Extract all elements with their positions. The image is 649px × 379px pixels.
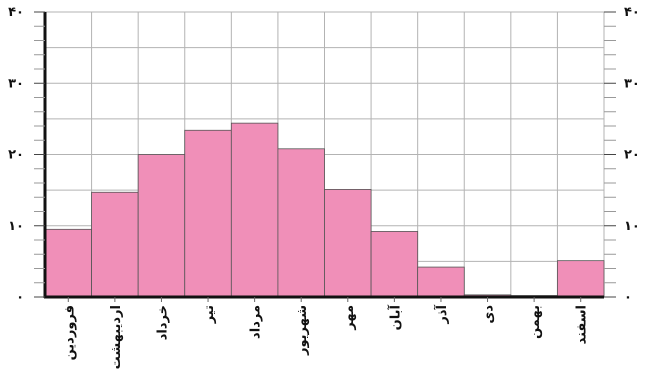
month-label: آبان: [386, 304, 403, 330]
month-label: تیر: [202, 305, 217, 324]
y-tick-label-left: ۱۰: [8, 219, 24, 234]
month-label: اسفند: [575, 305, 590, 344]
y-tick-label-right: ۱۰: [624, 219, 640, 234]
month-label: بهمن: [528, 305, 543, 339]
month-label: خرداد: [155, 305, 170, 340]
bar: [370, 231, 419, 298]
month-label: مهر: [342, 305, 357, 331]
month-label: اردیبهشت: [109, 305, 124, 369]
month-label: فروردین: [62, 305, 77, 360]
y-tick-label-left: ۰: [16, 290, 24, 305]
bar: [417, 266, 465, 298]
y-tick-label-right: ۴۰: [624, 5, 640, 20]
month-label: دی: [482, 305, 497, 324]
y-tick-label-left: ۲۰: [8, 148, 24, 163]
axis-layer: [34, 11, 616, 302]
bars-layer: [44, 122, 605, 298]
labels-layer: ۰ ۰ ۱۰ ۱۰ ۲۰ ۲۰ ۳۰ ۳۰ ۴۰ ۴۰ فروردین اردیبهشت خرداد تی…: [8, 5, 640, 369]
bar: [277, 148, 325, 298]
month-label: شهریور: [295, 305, 310, 356]
bar: [184, 129, 232, 298]
y-tick-label-left: ۴۰: [8, 5, 24, 20]
y-tick-label-right: ۰: [624, 290, 632, 305]
y-tick-label-left: ۳۰: [8, 76, 24, 91]
month-label: مرداد: [249, 305, 264, 339]
bar: [44, 228, 92, 298]
y-tick-label-right: ۲۰: [624, 148, 640, 163]
y-tick-label-right: ۳۰: [624, 76, 640, 91]
bar: [137, 154, 186, 298]
bar: [557, 260, 605, 298]
month-label: آذر: [433, 304, 450, 324]
bar: [230, 122, 279, 298]
bar: [324, 189, 372, 298]
bar: [91, 191, 139, 298]
